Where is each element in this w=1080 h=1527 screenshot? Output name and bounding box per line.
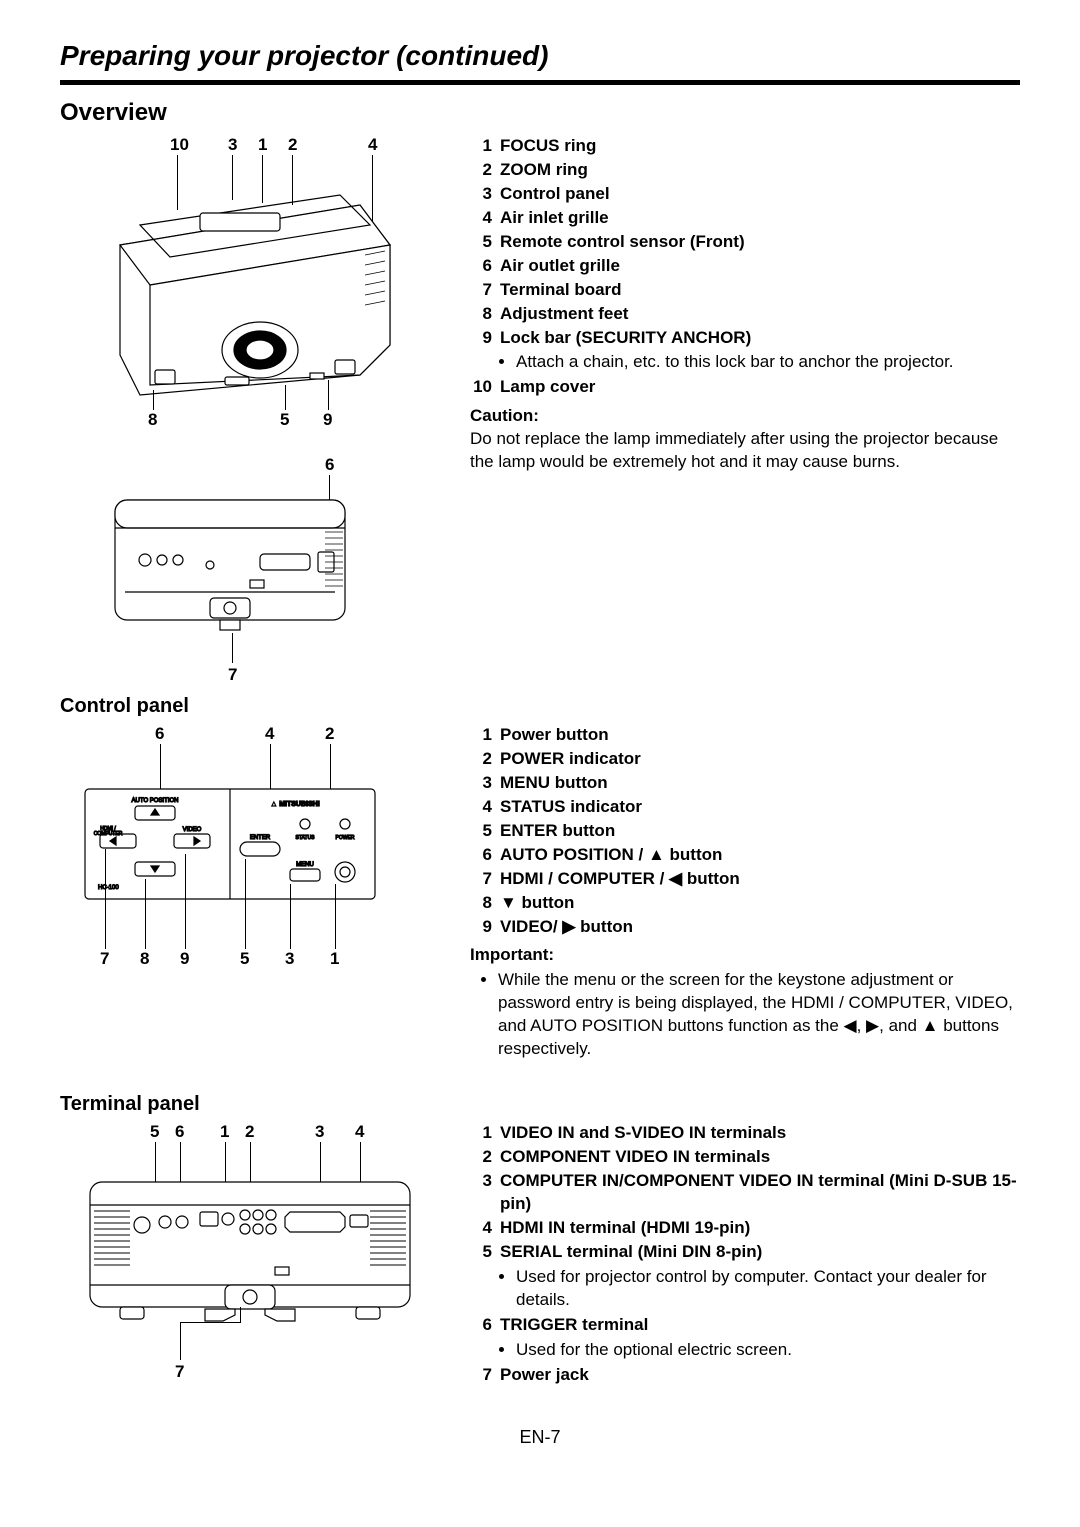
list-item: 8▼ button: [470, 892, 1020, 915]
callout-4: 4: [368, 135, 377, 155]
cp-callout-8: 8: [140, 949, 149, 969]
svg-text:COMPUTER: COMPUTER: [94, 831, 123, 837]
list-item: 7HDMI / COMPUTER / ◀ button: [470, 868, 1020, 891]
list-item: 8Adjustment feet: [470, 303, 1020, 326]
list-item: 2POWER indicator: [470, 748, 1020, 771]
tp-callout-3: 3: [315, 1122, 324, 1142]
tp-callout-5: 5: [150, 1122, 159, 1142]
terminal-panel-list: 1VIDEO IN and S-VIDEO IN terminals 2COMP…: [470, 1122, 1020, 1264]
callout-8: 8: [148, 410, 157, 430]
svg-text:VIDEO: VIDEO: [183, 827, 202, 833]
list-item: 2COMPONENT VIDEO IN terminals: [470, 1146, 1020, 1169]
caution-title: Caution:: [470, 405, 1020, 428]
control-panel-left: 6 4 2 AUTO POSITION: [60, 724, 440, 1063]
svg-text:AUTO POSITION: AUTO POSITION: [132, 798, 179, 804]
important-body: While the menu or the screen for the key…: [498, 969, 1020, 1061]
list-item: 10Lamp cover: [470, 376, 1020, 399]
list-item: 9Lock bar (SECURITY ANCHOR): [470, 327, 1020, 350]
overview-right: 1FOCUS ring 2ZOOM ring 3Control panel 4A…: [470, 135, 1020, 685]
serial-note: Used for projector control by computer. …: [516, 1266, 1020, 1312]
list-item: 9VIDEO/ ▶ button: [470, 916, 1020, 939]
overview-diagram-2: 6: [100, 455, 360, 685]
cp-callout-2: 2: [325, 724, 334, 744]
svg-text:STATUS: STATUS: [296, 835, 316, 841]
caution-body: Do not replace the lamp immediately afte…: [470, 428, 1020, 474]
cp-callout-7: 7: [100, 949, 109, 969]
cp-callout-5: 5: [240, 949, 249, 969]
list-item: 4HDMI IN terminal (HDMI 19-pin): [470, 1217, 1020, 1240]
list-item: 5Remote control sensor (Front): [470, 231, 1020, 254]
list-item: 6Air outlet grille: [470, 255, 1020, 278]
lockbar-note: Attach a chain, etc. to this lock bar to…: [516, 351, 1020, 374]
overview-diagram-1: 10 3 1 2 4: [80, 135, 420, 435]
terminal-panel-diagram: 5 6 1 2 3 4: [80, 1122, 420, 1382]
list-item: 1Power button: [470, 724, 1020, 747]
page-number: EN-7: [60, 1427, 1020, 1448]
svg-text:HC-100: HC-100: [98, 885, 119, 891]
overview-left: 10 3 1 2 4: [60, 135, 440, 685]
overview-list: 1FOCUS ring 2ZOOM ring 3Control panel 4A…: [470, 135, 1020, 349]
list-item: 4Air inlet grille: [470, 207, 1020, 230]
overview-row: 10 3 1 2 4: [60, 135, 1020, 685]
svg-text:▲ MITSUBISHI: ▲ MITSUBISHI: [270, 801, 319, 808]
terminal-panel-heading: Terminal panel: [60, 1093, 1020, 1116]
svg-text:ENTER: ENTER: [250, 835, 271, 841]
important-title: Important:: [470, 944, 1020, 967]
tp-callout-4: 4: [355, 1122, 364, 1142]
list-item: 6AUTO POSITION / ▲ button: [470, 844, 1020, 867]
list-item: 5ENTER button: [470, 820, 1020, 843]
terminal-panel-right: 1VIDEO IN and S-VIDEO IN terminals 2COMP…: [470, 1122, 1020, 1387]
list-item: 3COMPUTER IN/COMPONENT VIDEO IN terminal…: [470, 1170, 1020, 1216]
tp-callout-1: 1: [220, 1122, 229, 1142]
terminal-panel-row: 5 6 1 2 3 4: [60, 1122, 1020, 1387]
svg-text:MENU: MENU: [296, 862, 314, 868]
list-item: 3MENU button: [470, 772, 1020, 795]
list-item: 2ZOOM ring: [470, 159, 1020, 182]
callout-3: 3: [228, 135, 237, 155]
control-panel-row: 6 4 2 AUTO POSITION: [60, 724, 1020, 1063]
callout-9: 9: [323, 410, 332, 430]
callout-1: 1: [258, 135, 267, 155]
overview-heading: Overview: [60, 99, 1020, 127]
control-panel-heading: Control panel: [60, 695, 1020, 718]
control-panel-diagram: 6 4 2 AUTO POSITION: [80, 724, 400, 974]
svg-text:POWER: POWER: [336, 835, 355, 841]
callout-2: 2: [288, 135, 297, 155]
tp-callout-7: 7: [175, 1362, 184, 1382]
cp-callout-3: 3: [285, 949, 294, 969]
cp-callout-9: 9: [180, 949, 189, 969]
callout-10: 10: [170, 135, 189, 155]
trigger-note: Used for the optional electric screen.: [516, 1339, 1020, 1362]
callout-7: 7: [228, 665, 237, 685]
cp-callout-6: 6: [155, 724, 164, 744]
list-item: 3Control panel: [470, 183, 1020, 206]
list-item: 7Terminal board: [470, 279, 1020, 302]
cp-callout-4: 4: [265, 724, 274, 744]
control-panel-list: 1Power button 2POWER indicator 3MENU but…: [470, 724, 1020, 938]
control-panel-right: 1Power button 2POWER indicator 3MENU but…: [470, 724, 1020, 1063]
cp-callout-1: 1: [330, 949, 339, 969]
list-item: 1VIDEO IN and S-VIDEO IN terminals: [470, 1122, 1020, 1145]
callout-5: 5: [280, 410, 289, 430]
tp-callout-2: 2: [245, 1122, 254, 1142]
list-item: 7Power jack: [470, 1364, 1020, 1387]
page-title: Preparing your projector (continued): [60, 40, 1020, 85]
list-item: 5SERIAL terminal (Mini DIN 8-pin): [470, 1241, 1020, 1264]
terminal-panel-left: 5 6 1 2 3 4: [60, 1122, 440, 1387]
list-item: 6TRIGGER terminal: [470, 1314, 1020, 1337]
list-item: 4STATUS indicator: [470, 796, 1020, 819]
list-item: 1FOCUS ring: [470, 135, 1020, 158]
tp-callout-6: 6: [175, 1122, 184, 1142]
callout-6: 6: [325, 455, 334, 475]
